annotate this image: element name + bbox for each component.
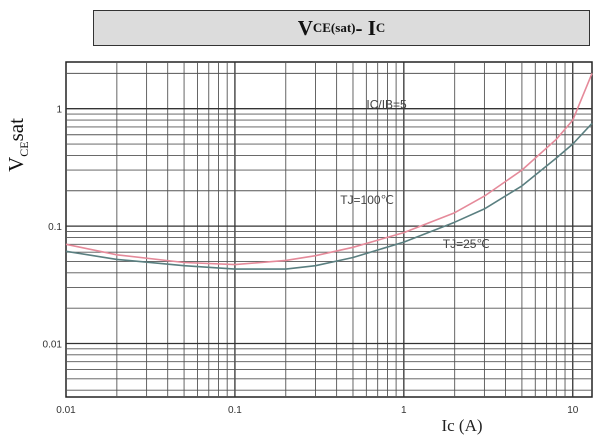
- plot-frame: [65, 61, 593, 398]
- y-tick-label: 0.01: [43, 339, 63, 350]
- annotation-label: IC/IB=5: [366, 98, 407, 112]
- title-sub-ce-sat: CE(sat): [312, 20, 356, 35]
- series-line-2: [65, 122, 593, 270]
- tick-labels: 0.01 0.1 1 10 0.01 0.1 1: [43, 105, 579, 416]
- annotation-label: TJ=25℃: [443, 237, 490, 251]
- y-tick-label: 1: [56, 105, 62, 116]
- x-tick-label: 10: [567, 405, 579, 416]
- x-tick-label: 0.1: [228, 405, 242, 416]
- x-tick-label: 0.01: [56, 405, 76, 416]
- title-sub-c: C: [375, 20, 386, 35]
- x-tick-label: 1: [401, 405, 407, 416]
- grid-lines: [65, 61, 593, 398]
- series-lines: [65, 73, 593, 270]
- title-v: V: [297, 15, 313, 40]
- title-dash-i: - I: [355, 15, 376, 40]
- x-axis-label: Ic (A): [441, 416, 482, 435]
- annotations: IC/IB=5 TJ=100℃ TJ=25℃: [340, 98, 490, 251]
- series-line-1: [65, 73, 593, 266]
- annotation-label: TJ=100℃: [340, 193, 394, 207]
- y-tick-label: 0.1: [48, 222, 62, 233]
